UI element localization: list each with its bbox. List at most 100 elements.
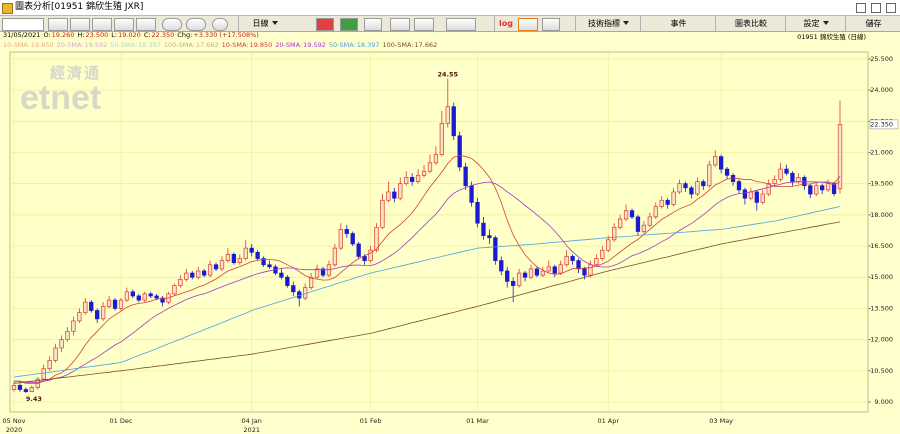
chart-type-button[interactable] [316,18,334,31]
candle-body [160,297,165,303]
candle-body [219,260,225,270]
candle-body [558,264,563,274]
tool-button[interactable] [48,18,68,31]
tool-button[interactable] [92,18,112,31]
candle-body [154,295,159,299]
candle-body [65,330,70,340]
save-button[interactable]: 儲存 [845,16,900,31]
x-tick-label: 01 Mar [466,417,489,425]
maximize-button[interactable] [871,3,881,13]
candle-body [237,258,242,264]
candle-body [499,260,504,272]
events-menu[interactable]: 事件 [640,16,716,31]
watermark: 經濟通 etnet [20,62,101,115]
minimize-button[interactable] [856,3,866,13]
legend-value: 18.397 [138,41,161,49]
x-tick-label: 04 Jan [242,417,262,425]
reset-button[interactable] [212,18,228,31]
candle-body [623,210,629,220]
sma-legend: 10-SMA:19.850 20-SMA:19.592 50-SMA:18.397 1… [3,41,440,49]
candle-body [719,156,724,170]
period-label: 日線 [252,19,269,28]
settings-menu[interactable]: 設定 [785,16,846,31]
candle-body [386,191,391,201]
compare-menu[interactable]: 圖表比較 [715,16,786,31]
candle-body [653,206,658,218]
candle-body [511,281,516,286]
candle-body [29,387,34,392]
candle-body [772,179,777,184]
close-button[interactable] [886,3,896,13]
candle-body [421,170,427,176]
legend-value: 17.662 [195,41,219,49]
candle-body [713,156,718,166]
legend-value: 18.397 [356,41,380,49]
candle-body [374,226,379,251]
candle-body [231,254,237,264]
info-date: 31/05/2021 [3,31,41,39]
candle-body [540,270,546,276]
candle-body [635,216,641,232]
zoom-in-button[interactable] [162,18,182,31]
y-tick-label: 24.000 [870,86,893,94]
x-tick-label: 01 Apr [597,417,619,425]
candle-body [439,122,445,155]
grid-button[interactable] [446,18,476,31]
candle-body [249,247,254,253]
candle-body [130,291,135,297]
tool-button[interactable] [518,18,538,31]
candle-body [196,270,201,278]
last-price-box [869,119,899,130]
candle-body [576,260,581,270]
indicator-menu[interactable]: 技術指標 [575,16,641,31]
candle-body [41,368,46,380]
legend-name: 10-SMA: [221,41,249,49]
candle-body [790,172,795,182]
candle-body [59,339,64,349]
menu-label: 技術指標 [588,19,620,28]
candle-body [279,272,284,278]
candle-body [451,106,456,137]
sma-line [14,181,841,383]
candle-body [647,216,652,226]
candle-body [291,285,296,293]
candle-body [338,229,343,249]
window-title: 圖表分析[01951 錦欣生殖 JXR] [15,2,144,12]
candle-body [796,177,801,182]
chart-type-button[interactable] [390,18,410,31]
chart-type-button[interactable] [414,18,434,31]
candle-body [118,299,124,309]
candle-body [588,264,593,276]
y-tick-label: 15.000 [870,273,893,281]
tool-button[interactable] [136,18,156,31]
candle-body [350,233,355,245]
candle-body [77,312,82,322]
candle-body [320,268,326,276]
candle-body [213,264,219,270]
candle-body [267,264,272,268]
y-tick-label: 16.500 [870,242,893,250]
log-button[interactable]: log [494,16,517,31]
candle-body [433,154,439,164]
chart-type-button[interactable] [364,18,382,31]
code-input[interactable] [2,18,44,31]
legend-value: 19.592 [84,41,108,49]
tool-button[interactable] [70,18,90,31]
menu-label: 設定 [803,19,820,28]
x-tick-label: 01 Dec [110,417,133,425]
tool-button[interactable] [114,18,134,31]
info-label: C: [143,31,151,39]
candle-body [475,202,480,224]
period-menu[interactable]: 日線 [238,16,291,31]
y-tick-label: 19.500 [870,180,893,188]
chart-type-button[interactable] [340,18,358,31]
candle-body [71,320,76,332]
candle-body [463,166,468,187]
candle-body [11,385,17,390]
info-value: 22.350 [151,31,175,39]
y-tick-label: 10.500 [870,367,893,375]
candle-body [332,247,338,266]
zoom-out-button[interactable] [186,18,206,31]
tool-button[interactable] [542,18,560,31]
